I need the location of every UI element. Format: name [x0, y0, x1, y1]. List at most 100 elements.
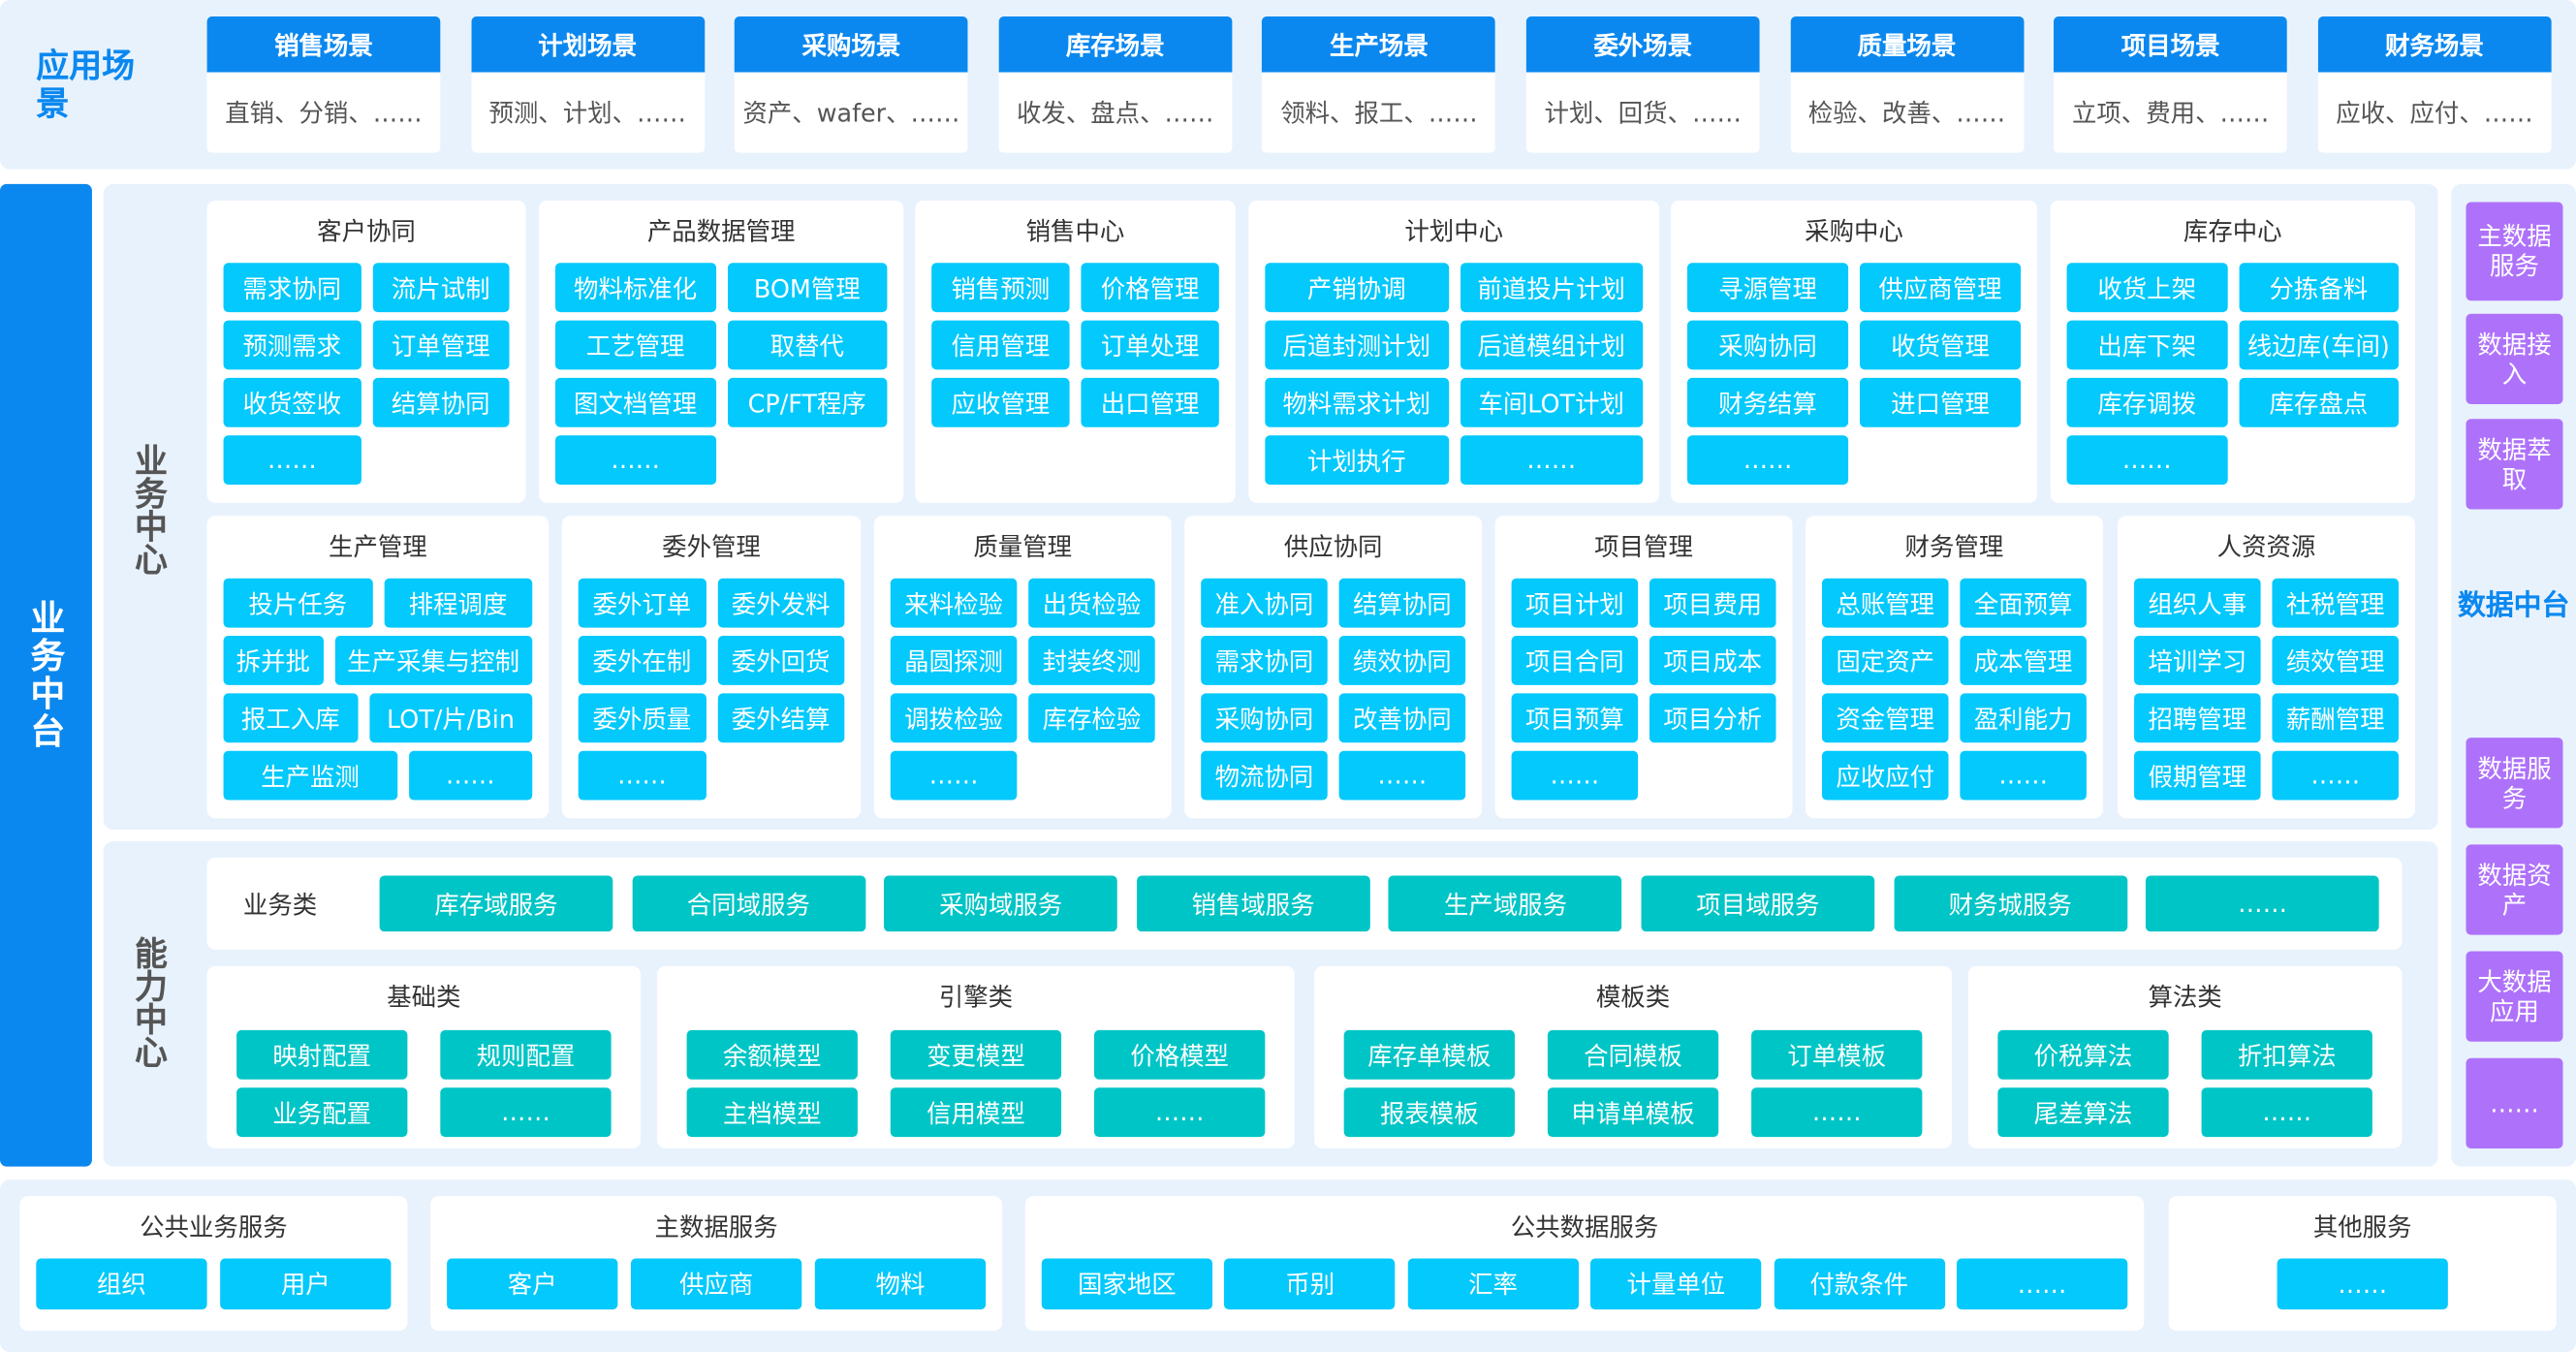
module-button[interactable]: 取替代	[727, 320, 888, 370]
capability-button[interactable]: 合同模板	[1547, 1029, 1719, 1080]
module-button[interactable]: 封装终测	[1028, 636, 1155, 685]
public-service-button[interactable]: 汇率	[1407, 1258, 1579, 1310]
capability-button[interactable]: 余额模型	[686, 1029, 858, 1080]
service-button[interactable]: 财务城服务	[1893, 875, 2127, 932]
module-button[interactable]: 计划执行	[1265, 435, 1449, 486]
service-button[interactable]: 采购域服务	[884, 875, 1118, 932]
module-button[interactable]: 后道封测计划	[1265, 320, 1449, 370]
module-button[interactable]: 出口管理	[1081, 377, 1219, 427]
module-button[interactable]: 出货检验	[1028, 578, 1155, 628]
public-service-button[interactable]: 客户	[447, 1258, 618, 1310]
capability-button[interactable]: 映射配置	[236, 1029, 408, 1080]
public-service-button[interactable]: 国家地区	[1041, 1258, 1213, 1310]
module-button[interactable]: 项目预算	[1511, 693, 1639, 743]
scene-card[interactable]: 委外场景 计划、回货、……	[1525, 16, 1760, 153]
scene-card[interactable]: 项目场景 立项、费用、……	[2054, 16, 2288, 153]
capability-button[interactable]: 信用模型	[890, 1087, 1062, 1138]
capability-button[interactable]: ……	[440, 1087, 612, 1138]
module-button[interactable]: 委外结算	[716, 693, 845, 743]
data-platform-button[interactable]: 数据接入	[2466, 313, 2563, 405]
public-service-button[interactable]: 组织	[36, 1258, 207, 1310]
module-button[interactable]: 资金管理	[1821, 693, 1949, 743]
module-button[interactable]: 投片任务	[223, 578, 372, 628]
scene-card[interactable]: 销售场景 直销、分销、……	[206, 16, 441, 153]
module-button[interactable]: 分拣备料	[2238, 263, 2399, 313]
module-button[interactable]: 订单管理	[371, 320, 510, 370]
data-platform-button[interactable]: 数据萃取	[2466, 419, 2563, 510]
module-button[interactable]: 前道投片计划	[1460, 263, 1644, 313]
module-button[interactable]: ……	[1460, 435, 1644, 486]
data-platform-button[interactable]: 数据资产	[2466, 844, 2563, 935]
public-service-button[interactable]: 物料	[814, 1258, 987, 1310]
scene-card[interactable]: 生产场景 领料、报工、……	[1262, 16, 1496, 153]
module-button[interactable]: 采购协同	[1686, 320, 1849, 370]
module-button[interactable]: BOM管理	[727, 263, 888, 313]
module-button[interactable]: ……	[554, 435, 716, 486]
module-button[interactable]: ……	[890, 750, 1018, 801]
module-button[interactable]: 库存盘点	[2238, 377, 2399, 427]
module-button[interactable]: 委外回货	[716, 636, 845, 685]
capability-button[interactable]: 价格模型	[1094, 1029, 1266, 1080]
public-service-button[interactable]: 付款条件	[1774, 1258, 1945, 1310]
scene-title[interactable]: 采购场景	[735, 16, 968, 73]
scene-title[interactable]: 项目场景	[2054, 16, 2288, 73]
module-button[interactable]: ……	[2066, 435, 2227, 486]
module-button[interactable]: ……	[1960, 750, 2087, 801]
module-button[interactable]: 绩效管理	[2272, 636, 2399, 685]
service-button[interactable]: ……	[2146, 875, 2379, 932]
module-button[interactable]: 生产采集与控制	[333, 636, 533, 685]
module-button[interactable]: 图文档管理	[554, 377, 716, 427]
service-button[interactable]: 合同域服务	[631, 875, 865, 932]
module-button[interactable]: 出库下架	[2066, 320, 2227, 370]
module-button[interactable]: 固定资产	[1821, 636, 1949, 685]
scene-title[interactable]: 计划场景	[470, 16, 705, 73]
module-button[interactable]: 需求协同	[1201, 636, 1328, 685]
module-button[interactable]: 订单处理	[1081, 320, 1219, 370]
module-button[interactable]: ……	[408, 750, 533, 801]
module-button[interactable]: 物流协同	[1201, 750, 1328, 801]
module-button[interactable]: ……	[1511, 750, 1639, 801]
public-service-button[interactable]: ……	[2277, 1258, 2448, 1310]
data-platform-button[interactable]: ……	[2466, 1057, 2563, 1148]
capability-button[interactable]: 订单模板	[1751, 1029, 1923, 1080]
public-service-button[interactable]: 供应商	[630, 1258, 802, 1310]
module-button[interactable]: 销售预测	[931, 263, 1070, 313]
capability-button[interactable]: 申请单模板	[1547, 1087, 1719, 1138]
module-button[interactable]: 晶圆探测	[890, 636, 1018, 685]
module-button[interactable]: 价格管理	[1081, 263, 1219, 313]
module-button[interactable]: 物料标准化	[554, 263, 716, 313]
module-button[interactable]: 绩效协同	[1338, 636, 1466, 685]
module-button[interactable]: 需求协同	[223, 263, 361, 313]
capability-button[interactable]: 折扣算法	[2201, 1029, 2372, 1080]
module-button[interactable]: 工艺管理	[554, 320, 716, 370]
module-button[interactable]: 委外质量	[578, 693, 707, 743]
module-button[interactable]: 流片试制	[371, 263, 510, 313]
module-button[interactable]: ……	[223, 435, 361, 486]
scene-title[interactable]: 委外场景	[1525, 16, 1760, 73]
module-button[interactable]: 成本管理	[1960, 636, 2087, 685]
public-service-button[interactable]: 计量单位	[1590, 1258, 1762, 1310]
module-button[interactable]: 组织人事	[2134, 578, 2261, 628]
scene-title[interactable]: 财务场景	[2317, 16, 2552, 73]
scene-card[interactable]: 库存场景 收发、盘点、……	[998, 16, 1233, 153]
module-button[interactable]: 结算协同	[371, 377, 510, 427]
module-button[interactable]: 项目分析	[1649, 693, 1776, 743]
scene-card[interactable]: 采购场景 资产、wafer、……	[735, 16, 968, 153]
module-button[interactable]: 财务结算	[1686, 377, 1849, 427]
module-button[interactable]: 排程调度	[383, 578, 533, 628]
module-button[interactable]: 项目合同	[1511, 636, 1639, 685]
module-button[interactable]: 应收应付	[1821, 750, 1949, 801]
scene-card[interactable]: 财务场景 应收、应付、……	[2317, 16, 2552, 153]
public-service-button[interactable]: ……	[1956, 1258, 2128, 1310]
module-button[interactable]: 预测需求	[223, 320, 361, 370]
public-service-button[interactable]: 用户	[220, 1258, 392, 1310]
module-button[interactable]: ……	[1338, 750, 1466, 801]
module-button[interactable]: 产销协调	[1265, 263, 1449, 313]
module-button[interactable]: 项目费用	[1649, 578, 1776, 628]
module-button[interactable]: 假期管理	[2134, 750, 2261, 801]
module-button[interactable]: 总账管理	[1821, 578, 1949, 628]
scene-card[interactable]: 质量场景 检验、改善、……	[1790, 16, 2024, 153]
data-platform-button[interactable]: 大数据应用	[2466, 951, 2563, 1042]
module-button[interactable]: 准入协同	[1201, 578, 1328, 628]
module-button[interactable]: 项目成本	[1649, 636, 1776, 685]
